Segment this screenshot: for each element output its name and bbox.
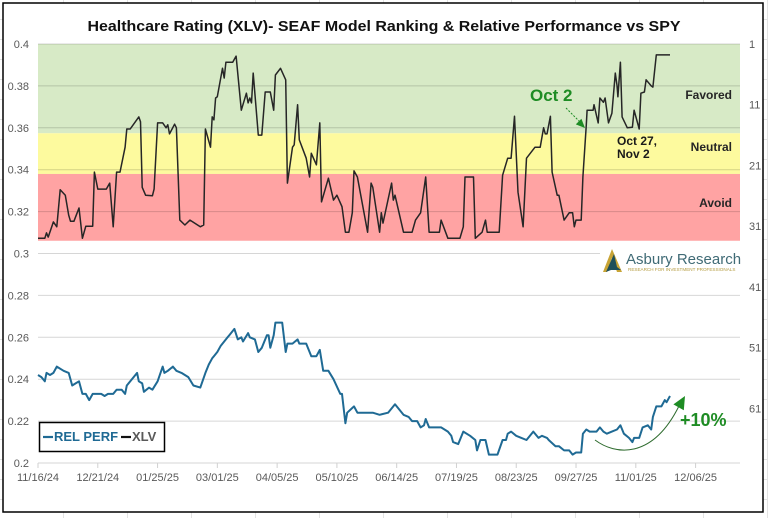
bands (38, 44, 740, 241)
left-tick-label: 0.24 (8, 374, 29, 386)
x-axis: 11/16/24 12/21/24 01/25/25 03/01/25 04/05/25… (17, 463, 717, 484)
left-tick-label: 0.34 (8, 165, 29, 177)
left-tick-label: 0.32 (8, 207, 29, 219)
series-line-xlv (38, 54, 670, 240)
right-tick-label: 51 (749, 343, 761, 355)
asbury-research-logo: Asbury Research RESEARCH FOR INVESTMENT … (600, 246, 741, 274)
band-label-favored: Favored (685, 88, 732, 102)
annotation-gain-curve (594, 405, 680, 451)
logo-background (600, 246, 740, 274)
annotation-nov-2: Nov 2 (617, 147, 650, 161)
x-tick-label: 11/16/24 (17, 472, 59, 484)
right-tick-label: 41 (749, 282, 761, 294)
x-tick-label: 05/10/25 (315, 472, 358, 484)
series (37, 54, 671, 456)
right-tick-label: 31 (749, 221, 761, 233)
left-tick-label: 0.2 (14, 458, 29, 470)
chart-title: Healthcare Rating (XLV)- SEAF Model Rank… (88, 18, 681, 35)
left-tick-label: 0.36 (8, 123, 29, 135)
left-tick-label: 0.22 (8, 416, 29, 428)
x-tick-label: 07/19/25 (435, 472, 478, 484)
annotation-gain-label: +10% (680, 410, 727, 430)
right-tick-label: 11 (749, 100, 760, 112)
x-tick-label: 04/05/25 (256, 472, 299, 484)
left-tick-label: 0.3 (14, 249, 29, 261)
left-tick-label: 0.28 (8, 290, 29, 302)
annotation-oct-27: Oct 27, (617, 134, 657, 148)
legend-box (38, 421, 166, 453)
annotation-oct-2: Oct 2 (530, 86, 573, 105)
x-tick-label: 12/21/24 (76, 472, 119, 484)
x-tick-label: 03/01/25 (196, 472, 239, 484)
left-tick-label: 0.4 (14, 39, 29, 51)
right-tick-label: 1 (749, 39, 755, 51)
right-tick-label: 61 (749, 403, 761, 415)
left-axis: 0.4 0.38 0.36 0.34 0.32 0.3 0.28 0.26 0.24 0.22 0.… (8, 39, 29, 470)
annotation-oct-2-arrowhead-icon (575, 118, 585, 128)
series-line-rel-perf (37, 321, 671, 456)
band-label-avoid: Avoid (699, 196, 732, 210)
x-tick-label: 12/06/25 (674, 472, 717, 484)
legend: REL PERF XLV (38, 421, 166, 453)
logo-tagline: RESEARCH FOR INVESTMENT PROFESSIONALS (628, 267, 735, 272)
x-tick-label: 01/25/25 (136, 472, 179, 484)
legend-label-xlv: XLV (132, 429, 157, 444)
band-label-neutral: Neutral (691, 140, 732, 154)
right-tick-label: 21 (749, 160, 761, 172)
asbury-logo-icon (603, 249, 622, 272)
band-favored (38, 44, 740, 134)
left-tick-label: 0.26 (8, 332, 29, 344)
band-avoid (38, 173, 740, 241)
legend-label-rel-perf: REL PERF (54, 429, 118, 444)
left-tick-label: 0.38 (8, 81, 29, 93)
x-tick-label: 11/01/25 (615, 472, 657, 484)
annotation-gain-arrowhead-icon (673, 396, 685, 411)
x-tick-label: 06/14/25 (375, 472, 418, 484)
x-tick-label: 09/27/25 (555, 472, 598, 484)
x-tick-label: 08/23/25 (495, 472, 538, 484)
logo-name: Asbury Research (626, 251, 741, 268)
